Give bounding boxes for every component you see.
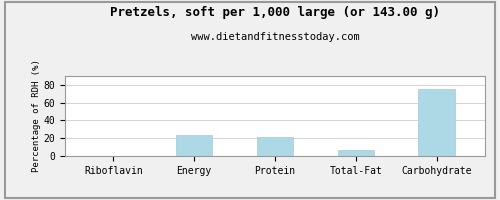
- Text: www.dietandfitnesstoday.com: www.dietandfitnesstoday.com: [190, 32, 360, 42]
- Bar: [176, 135, 212, 156]
- Bar: [418, 89, 454, 156]
- Bar: [338, 150, 374, 156]
- Bar: [257, 137, 293, 156]
- Y-axis label: Percentage of RDH (%): Percentage of RDH (%): [32, 60, 41, 172]
- Text: Pretzels, soft per 1,000 large (or 143.00 g): Pretzels, soft per 1,000 large (or 143.0…: [110, 6, 440, 19]
